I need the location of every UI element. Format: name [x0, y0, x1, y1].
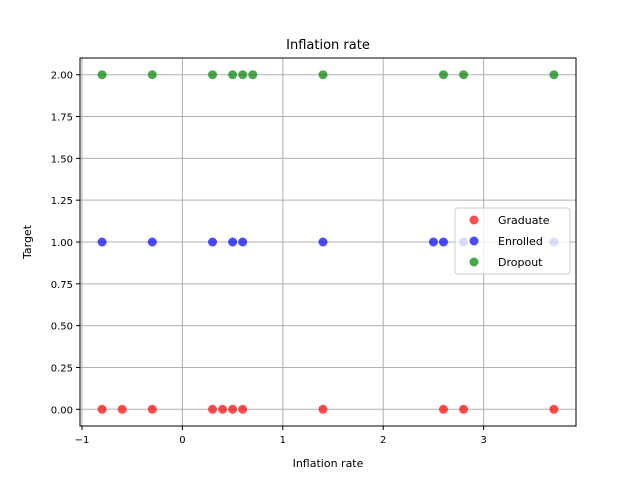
x-tick-label: 3	[480, 435, 486, 446]
data-point	[438, 237, 448, 247]
data-point	[438, 404, 448, 414]
y-tick-label: 1.50	[51, 154, 73, 165]
x-tick-label: 0	[179, 435, 185, 446]
axis-ticks: −1 0 1 2 3 0.00 0.25 0.50 0.75 1.00 1.25 1.50 1.75 2.…	[51, 71, 487, 446]
data-point	[318, 404, 328, 414]
x-axis-label: Inflation rate	[293, 457, 364, 470]
data-point	[438, 70, 448, 80]
legend-label: Graduate	[498, 214, 550, 227]
data-point	[218, 404, 228, 414]
data-point	[97, 237, 107, 247]
data-point	[428, 237, 438, 247]
series-dropout	[97, 70, 559, 80]
y-tick-label: 1.75	[51, 113, 73, 124]
series-graduate	[97, 404, 559, 414]
data-point	[97, 70, 107, 80]
y-tick-label: 0.00	[51, 405, 73, 416]
y-tick-label: 0.25	[51, 363, 73, 374]
y-tick-label: 1.25	[51, 196, 73, 207]
y-axis-label: Target	[21, 224, 34, 260]
data-point	[208, 70, 218, 80]
data-point	[459, 404, 469, 414]
data-point	[97, 404, 107, 414]
y-tick-label: 1.00	[51, 238, 73, 249]
data-point	[238, 70, 248, 80]
chart-title: Inflation rate	[286, 38, 370, 53]
data-point	[549, 70, 559, 80]
data-point	[208, 237, 218, 247]
y-tick-label: 2.00	[51, 71, 73, 82]
legend: Graduate Enrolled Dropout	[454, 207, 571, 275]
y-tick-label: 0.50	[51, 322, 73, 333]
legend-marker	[469, 257, 479, 267]
data-point	[147, 70, 157, 80]
data-point	[208, 404, 218, 414]
data-point	[549, 404, 559, 414]
data-point	[459, 70, 469, 80]
data-point	[318, 70, 328, 80]
data-point	[147, 404, 157, 414]
data-point	[228, 70, 238, 80]
legend-box	[454, 207, 571, 275]
data-point	[147, 237, 157, 247]
legend-label: Dropout	[498, 256, 543, 269]
data-point	[248, 70, 258, 80]
legend-label: Enrolled	[498, 235, 543, 248]
data-point	[238, 404, 248, 414]
data-point	[318, 237, 328, 247]
data-point	[228, 404, 238, 414]
x-tick-label: −1	[75, 435, 90, 446]
y-tick-label: 0.75	[51, 280, 73, 291]
data-point	[228, 237, 238, 247]
x-tick-label: 1	[280, 435, 286, 446]
x-tick-label: 2	[380, 435, 386, 446]
legend-marker	[469, 236, 479, 246]
data-point	[238, 237, 248, 247]
data-point	[117, 404, 127, 414]
legend-marker	[469, 215, 479, 225]
